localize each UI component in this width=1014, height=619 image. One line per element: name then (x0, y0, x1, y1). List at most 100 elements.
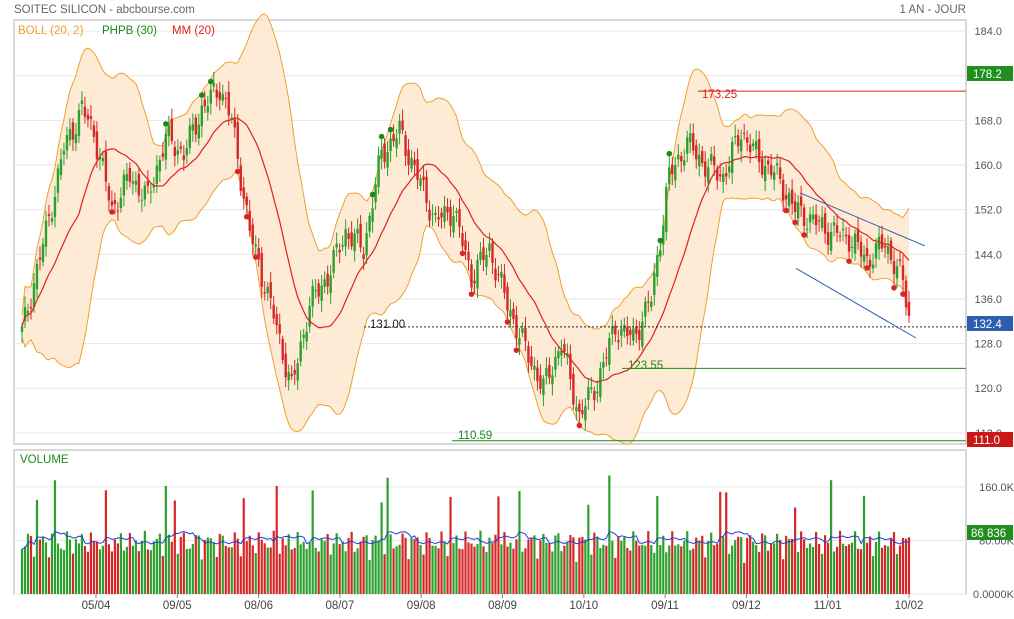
candle-body (560, 350, 563, 356)
price-panel-frame (13, 19, 967, 445)
volume-bar (50, 533, 54, 594)
volume-bar (788, 538, 791, 594)
candle-body (272, 304, 275, 319)
volume-bar (596, 536, 599, 594)
annotation-131: 131.00 (370, 319, 405, 331)
volume-bar (794, 507, 797, 594)
candle-body (374, 184, 377, 203)
volume-bar (695, 537, 698, 594)
candle-body (158, 159, 162, 172)
candle-body (512, 308, 515, 320)
candle-body (47, 214, 51, 217)
volume-bar (803, 539, 806, 594)
candle-body (674, 165, 677, 181)
candle-body (281, 339, 284, 361)
candle-body (110, 201, 114, 206)
candle-body (542, 378, 545, 396)
volume-bar (272, 530, 275, 594)
candle-body (152, 185, 156, 188)
volume-bar (68, 539, 72, 594)
volume-bar (892, 532, 896, 594)
volume-bar (578, 537, 581, 594)
volume-bar (740, 537, 743, 594)
candle-body (641, 321, 644, 347)
candle-body (41, 243, 45, 263)
volume-bar (113, 539, 116, 594)
volume-bar (452, 543, 455, 594)
volume-bar (308, 542, 311, 594)
candle-body (841, 228, 845, 231)
volume-bar (671, 531, 674, 594)
candle-body (311, 286, 314, 307)
candle-body (95, 131, 99, 159)
volume-bar (755, 545, 758, 594)
annotation-low: 110.59 (458, 430, 492, 442)
volume-bar (632, 531, 635, 594)
candle-body (299, 341, 302, 362)
candle-body (856, 228, 860, 243)
volume-bar (191, 543, 194, 594)
volume-bar (701, 535, 704, 594)
candle-body (77, 109, 81, 137)
volume-bar (425, 532, 428, 594)
candle-body (104, 151, 108, 182)
candle-body (266, 286, 269, 294)
volume-bar (494, 534, 497, 594)
candle-body (760, 158, 764, 175)
volume-bar (47, 557, 51, 594)
volume-bar (86, 551, 90, 594)
volume-bar (380, 502, 383, 594)
candle-body (596, 391, 599, 394)
candle-body (386, 152, 389, 168)
phpb-low-marker (846, 258, 852, 264)
candle-body (557, 351, 560, 359)
volume-bar (242, 498, 245, 594)
candle-body (461, 233, 464, 247)
volume-bar (479, 530, 482, 594)
candle-body (482, 247, 485, 261)
candle-body (766, 160, 770, 165)
candle-body (179, 146, 183, 149)
volume-bar (862, 495, 866, 594)
phpb-low-marker (864, 265, 870, 271)
volume-bar (371, 540, 374, 594)
candle-body (662, 225, 665, 245)
candle-body (728, 166, 731, 173)
volume-bar (485, 551, 488, 594)
volume-bar (332, 543, 335, 594)
volume-bar (575, 561, 578, 594)
candle-body (293, 370, 296, 375)
volume-bar (20, 549, 24, 594)
volume-bar (617, 536, 620, 594)
candle-body (808, 214, 812, 223)
volume-bar (692, 548, 695, 594)
phpb-high-marker (369, 191, 376, 198)
candle-body (296, 363, 299, 381)
candle-body (35, 263, 39, 290)
volume-bar (374, 535, 377, 594)
volume-bar (389, 534, 392, 594)
volume-bar (404, 537, 407, 594)
volume-bar (626, 548, 629, 594)
volume-bar (853, 531, 857, 594)
volume-bar (548, 543, 551, 594)
volume-bar (56, 543, 60, 594)
candle-body (814, 214, 818, 226)
candle-body (278, 324, 281, 334)
volume-bar (883, 545, 887, 594)
candle-body (353, 233, 356, 252)
volume-bar (428, 538, 431, 594)
volume-bar (287, 534, 290, 594)
volume-bar (35, 499, 39, 594)
volume-bar (560, 551, 563, 594)
volume-bar (686, 531, 689, 594)
volume-bar (254, 553, 257, 594)
volume-bar (611, 540, 614, 594)
volume-bar (137, 551, 140, 594)
candle-body (191, 124, 195, 131)
annotation-lines (364, 90, 966, 442)
volume-bar (527, 539, 530, 594)
candle-body (539, 375, 542, 389)
volume-bar (647, 531, 650, 594)
